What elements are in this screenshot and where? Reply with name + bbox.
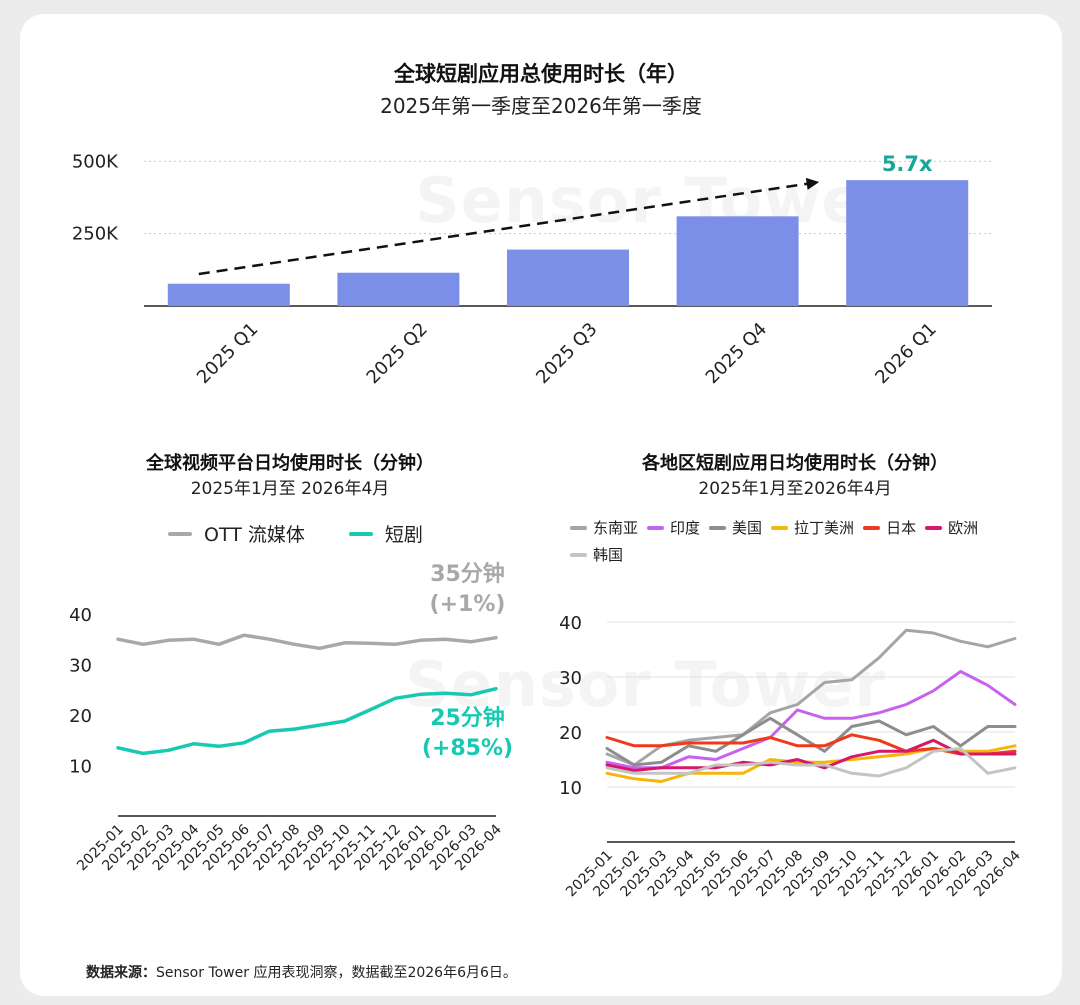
right-legend: 东南亚 印度 美国 拉丁美洲 日本 欧洲韩国 bbox=[570, 513, 1050, 567]
left-legend: OTT 流媒体 短剧 bbox=[168, 520, 423, 547]
legend-item: 拉丁美洲 bbox=[771, 516, 854, 540]
y-tick-label: 10 bbox=[559, 778, 582, 799]
legend-swatch bbox=[647, 526, 665, 530]
trend-arrow-line bbox=[198, 180, 820, 276]
legend-item: 韩国 bbox=[570, 543, 623, 567]
x-tick-label: 2025 Q2 bbox=[363, 319, 432, 388]
annot-short-change: (+85%) bbox=[421, 736, 514, 761]
legend-item: 东南亚 bbox=[570, 516, 638, 540]
y-tick-label: 500K bbox=[72, 151, 119, 172]
legend-item: 欧洲 bbox=[925, 516, 978, 540]
legend-swatch bbox=[570, 553, 587, 557]
right-chart-title: 各地区短剧应用日均使用时长（分钟） bbox=[642, 453, 948, 474]
series-line bbox=[116, 686, 498, 756]
left-line-chart: 102030402025-012025-022025-032025-042025… bbox=[69, 605, 505, 874]
annot-short-value: 25分钟 bbox=[430, 706, 505, 731]
legend-label: 韩国 bbox=[593, 546, 624, 564]
bar bbox=[167, 283, 290, 306]
multiplier-label: 5.7x bbox=[882, 152, 933, 176]
legend-label: 东南亚 bbox=[593, 519, 639, 537]
source-label: 数据来源： bbox=[86, 965, 156, 981]
infographic-card: Sensor Tower Sensor Tower 全球短剧应用总使用时长（年）… bbox=[20, 14, 1062, 996]
legend-label-short-drama: 短剧 bbox=[384, 524, 423, 546]
y-tick-label: 30 bbox=[559, 668, 582, 689]
trend-arrow-head bbox=[805, 177, 820, 190]
y-tick-label: 40 bbox=[559, 613, 582, 634]
top-bar-chart: 250K 500K 2025 Q1 2025 Q2 2025 Q3 2025 Q4 2026… bbox=[72, 151, 992, 388]
right-chart-subtitle: 2025年1月至2026年4月 bbox=[698, 479, 892, 499]
y-tick-label: 10 bbox=[69, 757, 92, 778]
y-tick-label: 20 bbox=[559, 723, 582, 744]
annot-ott-value: 35分钟 bbox=[430, 562, 505, 587]
legend-item: 印度 bbox=[647, 516, 700, 540]
legend-swatch bbox=[709, 526, 727, 530]
data-source-note: 数据来源：Sensor Tower 应用表现洞察，数据截至2026年6月6日。 bbox=[86, 962, 517, 982]
y-tick-label: 20 bbox=[69, 706, 92, 727]
legend-label: 拉丁美洲 bbox=[794, 519, 855, 537]
y-tick-label: 40 bbox=[69, 605, 92, 626]
legend-label-ott: OTT 流媒体 bbox=[204, 524, 305, 546]
left-chart-title: 全球视频平台日均使用时长（分钟） bbox=[146, 453, 434, 474]
series-line bbox=[605, 670, 1017, 770]
y-tick-label: 30 bbox=[69, 656, 92, 677]
annot-ott: 35分钟 (+1%) bbox=[415, 560, 520, 620]
legend-swatch bbox=[863, 526, 881, 530]
annot-ott-change: (+1%) bbox=[429, 592, 506, 617]
source-text: Sensor Tower 应用表现洞察，数据截至2026年6月6日。 bbox=[156, 965, 517, 981]
top-chart-subtitle: 2025年第一季度至2026年第一季度 bbox=[380, 94, 702, 118]
legend-label: 欧洲 bbox=[948, 519, 979, 537]
series-line bbox=[605, 747, 1017, 778]
right-line-chart: 102030402025-012025-022025-032025-042025… bbox=[559, 613, 1024, 900]
legend-label: 印度 bbox=[670, 519, 701, 537]
legend-swatch bbox=[771, 526, 789, 530]
legend-swatch-ott bbox=[168, 531, 192, 536]
x-tick-label: 2025 Q3 bbox=[532, 319, 601, 388]
bar bbox=[676, 216, 799, 306]
legend-label: 日本 bbox=[886, 519, 917, 537]
x-tick-label: 2026 Q1 bbox=[871, 319, 940, 388]
legend-item: 美国 bbox=[709, 516, 762, 540]
legend-item: 日本 bbox=[863, 516, 916, 540]
series-line bbox=[116, 633, 498, 651]
x-tick-label: 2025 Q1 bbox=[193, 319, 262, 388]
annot-short-drama: 25分钟 (+85%) bbox=[415, 704, 520, 764]
left-chart-subtitle: 2025年1月至 2026年4月 bbox=[190, 479, 390, 499]
series-line bbox=[605, 716, 1017, 767]
legend-swatch bbox=[925, 526, 943, 530]
legend-swatch bbox=[570, 526, 587, 530]
x-tick-label: 2025 Q4 bbox=[702, 319, 771, 388]
y-tick-label: 250K bbox=[72, 224, 119, 245]
bar bbox=[507, 249, 629, 306]
legend-label: 美国 bbox=[732, 519, 763, 537]
bar bbox=[337, 272, 460, 306]
legend-swatch-short-drama bbox=[348, 531, 373, 536]
top-chart-title: 全球短剧应用总使用时长（年） bbox=[394, 62, 688, 86]
bar bbox=[846, 180, 969, 306]
